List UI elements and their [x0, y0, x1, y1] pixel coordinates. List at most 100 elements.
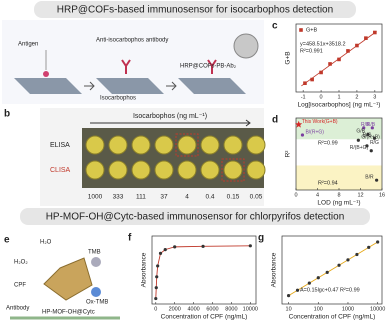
- point-label: B/(R+G): [305, 129, 324, 135]
- well: [223, 160, 243, 180]
- point: [373, 30, 377, 35]
- well: [85, 135, 105, 155]
- x-axis-label: Concentration of CPF (ng/mL): [161, 314, 248, 321]
- label: Antibody: [6, 306, 29, 312]
- x-tick-label: 10000: [370, 306, 385, 312]
- x-tick-label: 2000: [169, 306, 181, 312]
- point: [201, 244, 205, 248]
- x-tick-label: 3: [373, 94, 376, 100]
- label: Anti-isocarbophos antibody: [96, 38, 168, 44]
- series-line: [155, 245, 251, 299]
- point: [346, 258, 350, 262]
- x-tick-label: 0: [294, 192, 297, 198]
- legend-label: G+B: [306, 27, 317, 33]
- title: HP-MOF-OH@Cytc-based immunosensor for ch…: [46, 212, 345, 223]
- point-label: R/B: [361, 122, 370, 128]
- row-label: ELISA: [50, 142, 70, 149]
- point: [375, 178, 379, 182]
- concentration-label: 111: [136, 194, 146, 201]
- point: [367, 245, 371, 249]
- point: [365, 144, 369, 148]
- label: Ox-TMB: [86, 300, 108, 306]
- x-tick-label: 0: [320, 94, 323, 100]
- point: [319, 70, 323, 75]
- title-box: [34, 1, 356, 18]
- x-tick-label: 8000: [225, 306, 237, 312]
- antigen-icon: [43, 71, 49, 77]
- label: CPF: [14, 283, 26, 289]
- arrow: [84, 81, 95, 91]
- arrow: [90, 119, 251, 127]
- x-tick-label: 0: [154, 306, 157, 312]
- title: HRP@COFs-based immunosensor for isocarbo…: [57, 5, 333, 16]
- series-line: [288, 241, 378, 297]
- point: [310, 77, 314, 82]
- oxtmb-icon: [91, 287, 101, 297]
- point: [328, 62, 332, 66]
- well: [108, 135, 128, 155]
- x-tick-label: 16: [379, 192, 385, 198]
- concentration-label: 4: [185, 194, 189, 201]
- annotation: R²=0.94: [318, 180, 338, 186]
- x-axis-label: Log[isocarbophos] (ng mL⁻¹): [298, 102, 381, 109]
- point: [154, 286, 158, 290]
- point: [299, 28, 303, 32]
- x-axis-label: Concentration of CPF (ng/mL): [289, 314, 376, 321]
- label: Isocarbophos (ng mL⁻¹): [133, 113, 207, 120]
- point: [337, 57, 341, 62]
- panel-letter: e: [4, 235, 10, 246]
- label: TMB: [88, 250, 101, 256]
- substrate: [14, 78, 82, 94]
- point: [154, 296, 158, 301]
- concentration-label: 0.05: [250, 194, 263, 201]
- x-tick-label: 100: [314, 306, 323, 312]
- well: [154, 135, 174, 155]
- well: [223, 135, 243, 155]
- point: [325, 270, 329, 274]
- well: [246, 135, 266, 155]
- point-label: B/R: [365, 175, 374, 181]
- point-label: G/(R+B): [361, 135, 380, 141]
- point: [355, 252, 359, 257]
- highlight: [221, 158, 245, 182]
- panel-letter: b: [4, 109, 10, 120]
- y-axis-label: Absorbance: [271, 252, 278, 287]
- point: [372, 136, 377, 140]
- point: [307, 281, 311, 285]
- x-axis-label: LOD (ng mL⁻¹): [317, 200, 360, 207]
- panel-letter: f: [128, 233, 132, 244]
- label: HRP@COFs-PB-Ab₂: [180, 64, 237, 70]
- point: [248, 244, 252, 248]
- x-tick-label: 4000: [187, 306, 199, 312]
- panel-letter: g: [258, 233, 264, 244]
- chart-d: d 0 4 8 12 16 LOD (ng mL⁻¹) R² This Work(G+B) B/(…: [272, 115, 385, 207]
- point: [355, 43, 359, 48]
- annotation: R²=0.99: [340, 287, 360, 293]
- probe-icon: [233, 33, 259, 59]
- antibody-icon: [207, 59, 217, 74]
- row-label: CLISA: [50, 167, 71, 174]
- annotation: R²=0.99: [318, 140, 338, 146]
- well: [131, 135, 151, 155]
- concentration-label: 37: [160, 194, 168, 201]
- point: [316, 276, 320, 280]
- point-label: R/B: [367, 122, 376, 128]
- well: [131, 160, 151, 180]
- point: [286, 294, 291, 298]
- point: [369, 149, 373, 153]
- title-box: [20, 208, 370, 225]
- label: H₂O: [40, 240, 52, 246]
- well: [154, 160, 174, 180]
- well: [177, 135, 197, 155]
- point: [156, 264, 160, 268]
- arrow: [166, 81, 177, 91]
- y-axis-label: R²: [285, 150, 292, 158]
- x-tick-label: 12: [357, 192, 363, 198]
- well: [177, 160, 197, 180]
- point: [300, 133, 305, 137]
- highlight: [175, 133, 199, 157]
- point-label: R/G: [370, 140, 379, 146]
- x-tick-label: 8: [337, 192, 340, 198]
- point: [337, 263, 341, 267]
- point: [346, 49, 350, 53]
